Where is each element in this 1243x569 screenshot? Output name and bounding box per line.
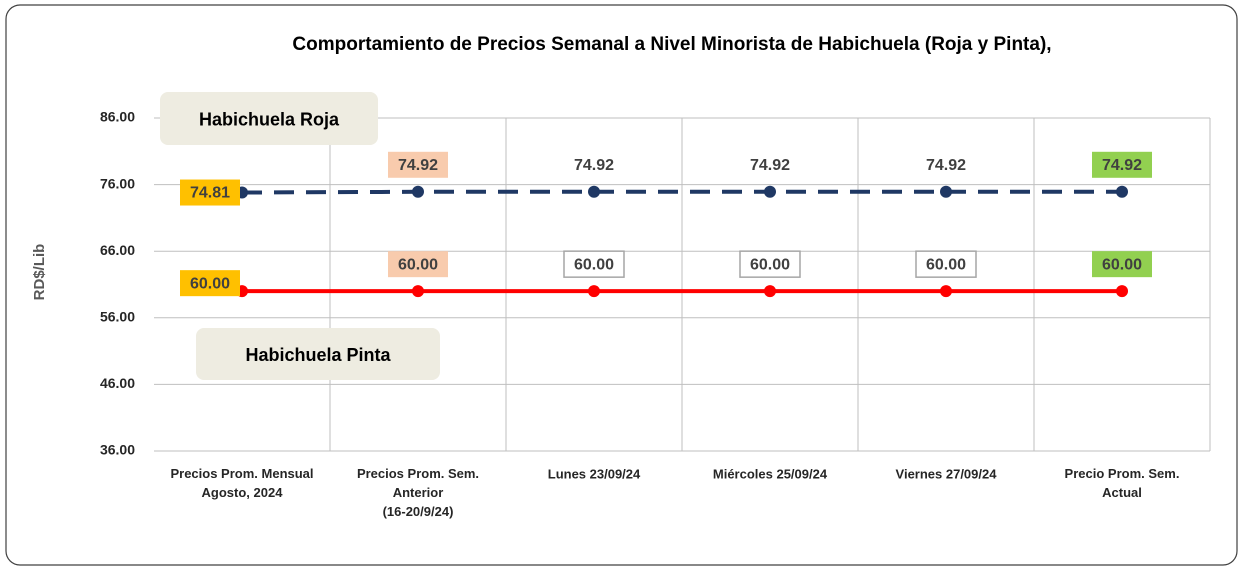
series-line	[241, 189, 1122, 195]
value-label-box	[563, 250, 625, 278]
x-tick-label: Viernes 27/09/24	[896, 466, 998, 481]
point	[588, 285, 600, 298]
value-label: 74.92	[574, 157, 614, 174]
value-label-box	[388, 251, 448, 278]
y-tick-label: 46.00	[100, 375, 135, 391]
point	[764, 185, 776, 198]
y-tick-label: 56.00	[100, 309, 135, 325]
value-label-box	[1092, 151, 1152, 178]
y-tick-label: 86.00	[100, 109, 135, 125]
value-label: 60.00	[1102, 256, 1142, 273]
value-label-box	[915, 250, 977, 278]
series-name-box	[196, 328, 440, 380]
x-tick-label: Precios Prom. Sem. Anterior (16-20/9/24)	[357, 466, 479, 519]
point	[588, 185, 600, 198]
value-label: 60.00	[750, 256, 790, 273]
y-axis-label: RD$/Lib	[31, 244, 48, 301]
value-label-box	[180, 179, 240, 206]
value-label: 60.00	[398, 256, 438, 273]
point	[1116, 285, 1128, 298]
value-label: 74.92	[750, 157, 790, 174]
value-label-box	[1092, 251, 1152, 278]
series-name: Habichuela Pinta	[245, 345, 391, 365]
value-label: 74.92	[398, 157, 438, 174]
chart-title: Comportamiento de Precios Semanal a Nive…	[292, 34, 1051, 55]
y-tick-label: 36.00	[100, 442, 135, 458]
x-tick-label: Precios Prom. Mensual Agosto, 2024	[170, 466, 313, 500]
series-name: Habichuela Roja	[199, 109, 340, 129]
value-label: 60.00	[574, 256, 614, 273]
x-tick-label: Lunes 23/09/24	[548, 466, 641, 481]
point	[1116, 185, 1128, 198]
y-tick-label: 76.00	[100, 175, 135, 191]
value-label: 74.92	[926, 157, 966, 174]
value-label: 60.00	[190, 275, 230, 292]
value-label: 74.81	[190, 185, 230, 202]
value-label-box	[388, 151, 448, 178]
x-tick-label: Miércoles 25/09/24	[713, 466, 828, 481]
value-label: 60.00	[926, 256, 966, 273]
point	[764, 285, 776, 298]
value-label: 74.92	[1102, 157, 1142, 174]
point	[940, 185, 952, 198]
point	[412, 185, 424, 198]
point	[412, 285, 424, 298]
series-name-box	[160, 92, 378, 145]
value-label-box	[739, 250, 801, 278]
y-tick-label: 66.00	[100, 242, 135, 258]
value-label-box	[180, 270, 240, 297]
x-tick-label: Precio Prom. Sem. Actual	[1065, 466, 1180, 500]
point	[940, 285, 952, 298]
